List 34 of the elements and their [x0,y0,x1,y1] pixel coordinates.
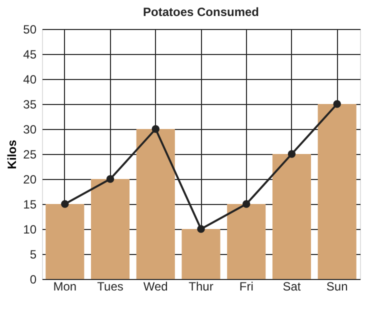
point [197,225,205,233]
bar [46,204,84,279]
bar [318,104,356,279]
bar [90,179,130,279]
y-tick-label: 15 [23,198,37,212]
point [242,200,250,208]
y-tick-label: 50 [23,22,37,36]
y-tick-label: 40 [23,72,37,86]
y-tick-label: 25 [23,148,37,162]
x-tick-label: Sun [326,280,348,294]
bar [136,129,175,279]
x-tick-label: Sat [282,280,302,294]
y-tick-label: 30 [23,122,37,136]
point [152,125,160,133]
y-tick-label: 10 [23,222,37,236]
point [333,100,341,108]
point [61,200,69,208]
y-tick-label: 45 [23,48,37,62]
y-tick-label: 0 [30,272,37,286]
x-tick-label: Fri [239,280,254,294]
point [288,150,296,158]
chart-title: Potatoes Consumed [142,5,260,19]
point [106,175,114,183]
x-tick-label: Mon [53,280,77,294]
bar [227,204,266,279]
y-axis-title: Kilos [5,140,20,170]
bar [272,154,312,279]
x-tick-label: Tues [97,280,124,294]
x-tick-label: Thur [188,280,214,294]
x-tick-label: Wed [143,280,168,294]
bar [182,229,220,279]
y-tick-label: 35 [23,98,37,112]
y-tick-label: 5 [30,248,37,262]
y-tick-label: 20 [23,172,37,186]
